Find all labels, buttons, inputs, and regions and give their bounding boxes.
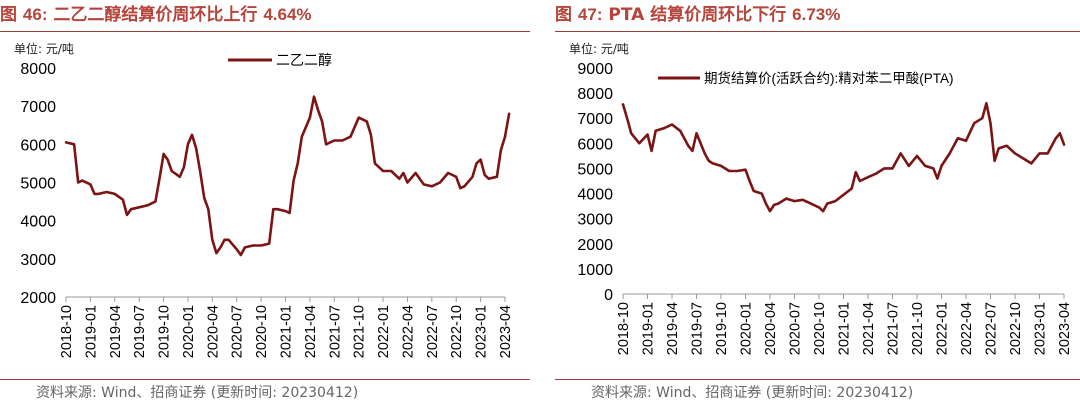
source-divider (555, 379, 1080, 380)
x-tick-label: 2019-07 (132, 305, 148, 358)
x-tick-label: 2023-01 (1033, 302, 1049, 355)
x-tick-label: 2021-04 (861, 302, 877, 355)
x-tick-label: 2020-01 (739, 302, 755, 355)
x-tick-label: 2018-10 (59, 305, 75, 358)
title-text: 二乙二醇结算价周环比上行 (53, 5, 258, 25)
y-tick-label: 5000 (577, 161, 613, 178)
x-tick-label: 2021-01 (279, 305, 295, 358)
y-tick-label: 7000 (20, 99, 56, 116)
x-tick-label: 2023-04 (498, 305, 514, 358)
x-tick-label: 2020-10 (812, 302, 828, 355)
unit-label: 单位: 元/吨 (569, 42, 629, 56)
title-text: PTA 结算价周环比下行 (608, 5, 787, 25)
x-tick-label: 2022-07 (984, 302, 1000, 355)
x-tick-label: 2022-01 (935, 302, 951, 355)
source-note: 资料来源: Wind、招商证券 (更新时间: 20230412) (591, 385, 914, 401)
series-line (64, 95, 511, 257)
x-tick-label: 2019-10 (157, 305, 173, 358)
x-tick-label: 2020-04 (205, 305, 221, 358)
title-number: 46: (22, 5, 48, 24)
chart-title: 图 47: PTA 结算价周环比下行 6.73% (555, 2, 840, 28)
y-tick-label: 9000 (577, 61, 613, 78)
y-tick-label: 7000 (577, 111, 613, 128)
x-tick-label: 2019-04 (108, 305, 124, 358)
title-prefix: 图 (0, 5, 17, 25)
x-tick-label: 2021-10 (910, 302, 926, 355)
title-value: 4.64% (263, 5, 312, 24)
line-chart: 期货结算价(活跃合约):精对苯二甲酸(PTA) 0 1000 2000 3000 400… (577, 61, 1073, 355)
x-tick-label: 2023-04 (1057, 302, 1073, 355)
x-tick-label: 2022-10 (449, 305, 465, 358)
title-divider (555, 31, 1080, 32)
legend-label: 期货结算价(活跃合约):精对苯二甲酸(PTA) (704, 70, 954, 86)
x-tick-label: 2021-07 (886, 302, 902, 355)
chart-panel-diethylene-glycol: 图 46: 二乙二醇结算价周环比上行 4.64% 单位: 元/吨 二乙二醇 20… (0, 0, 530, 406)
chart-title: 图 46: 二乙二醇结算价周环比上行 4.64% (0, 2, 312, 28)
x-tick-label: 2022-07 (425, 305, 441, 358)
y-tick-label: 3000 (577, 212, 613, 229)
source-note: 资料来源: Wind、招商证券 (更新时间: 20230412) (36, 385, 359, 401)
x-tick-label: 2022-01 (376, 305, 392, 358)
y-tick-label: 1000 (577, 262, 613, 279)
x-tick-label: 2020-07 (788, 302, 804, 355)
x-tick-label: 2019-10 (714, 302, 730, 355)
y-tick-label: 4000 (577, 187, 613, 204)
title-divider (0, 31, 530, 32)
title-prefix: 图 (555, 5, 572, 25)
x-tick-label: 2018-10 (616, 302, 632, 355)
x-tick-label: 2020-10 (254, 305, 270, 358)
series-line (621, 101, 1066, 213)
y-tick-label: 6000 (20, 137, 56, 154)
x-tick-label: 2019-04 (665, 302, 681, 355)
y-tick-label: 8000 (577, 86, 613, 103)
source-divider (0, 379, 530, 380)
x-tick-label: 2020-07 (230, 305, 246, 358)
x-tick-label: 2023-01 (474, 305, 490, 358)
title-number: 47: (577, 5, 603, 24)
y-tick-label: 8000 (20, 61, 56, 78)
y-tick-label: 6000 (577, 136, 613, 153)
legend-label: 二乙二醇 (276, 52, 332, 68)
x-tick-label: 2021-07 (327, 305, 343, 358)
x-tick-label: 2020-04 (763, 302, 779, 355)
x-tick-label: 2020-01 (181, 305, 197, 358)
y-tick-label: 2000 (577, 237, 613, 254)
y-tick-label: 5000 (20, 176, 56, 193)
x-tick-label: 2022-04 (400, 305, 416, 358)
y-tick-label: 4000 (20, 214, 56, 231)
line-chart: 二乙二醇 2000 3000 4000 5000 6000 7000 8000 2018-10… (20, 52, 514, 358)
y-tick-label: 2000 (20, 290, 56, 307)
x-tick-label: 2021-04 (303, 305, 319, 358)
x-tick-label: 2019-01 (83, 305, 99, 358)
x-tick-label: 2021-01 (837, 302, 853, 355)
chart-panel-pta: 图 47: PTA 结算价周环比下行 6.73% 单位: 元/吨 期货结算价(活… (555, 0, 1080, 406)
title-value: 6.73% (792, 5, 841, 24)
x-tick-label: 2022-10 (1008, 302, 1024, 355)
y-tick-label: 0 (604, 287, 613, 304)
x-tick-label: 2019-07 (690, 302, 706, 355)
x-tick-label: 2019-01 (641, 302, 657, 355)
x-tick-label: 2022-04 (959, 302, 975, 355)
x-tick-label: 2021-10 (352, 305, 368, 358)
unit-label: 单位: 元/吨 (14, 42, 74, 56)
y-tick-label: 3000 (20, 252, 56, 269)
